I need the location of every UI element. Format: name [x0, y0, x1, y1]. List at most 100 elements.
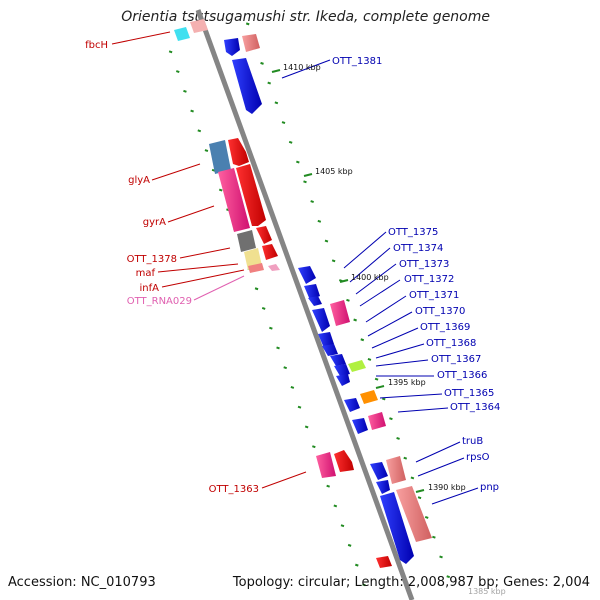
scale-label-1405: 1405 kbp	[315, 167, 353, 176]
gene-rpsO	[376, 480, 390, 494]
track-tick	[274, 101, 279, 105]
gene-OTT_1365	[344, 398, 360, 412]
track-tick	[403, 456, 408, 460]
gene-OTT_1378-grey	[237, 230, 256, 252]
track-tick	[261, 307, 266, 310]
track-tick	[310, 200, 314, 204]
label-OTT_1378: OTT_1378	[127, 254, 177, 265]
track-tick	[374, 377, 379, 381]
gene-top-blue-1	[224, 38, 240, 56]
track-tick	[439, 555, 443, 559]
label-fbcH: fbcH	[85, 40, 108, 51]
scale-label-1410: 1410 kbp	[283, 63, 321, 72]
track-tick	[218, 188, 223, 192]
track-tick	[331, 259, 336, 263]
track-tick	[326, 484, 330, 488]
label-OTT_1371: OTT_1371	[409, 290, 459, 301]
gene-OTT_1363	[334, 450, 354, 472]
label-OTT_1363: OTT_1363	[209, 484, 259, 495]
gene-glyA-blue	[209, 140, 231, 174]
track-tick	[367, 358, 372, 361]
gene-OTT_1373	[308, 296, 322, 306]
label-pnp: pnp	[480, 482, 499, 493]
scale-label-1395: 1395 kbp	[388, 378, 426, 387]
scale-markers: 1410 kbp 1405 kbp 1400 kbp 1395 kbp 1390…	[271, 63, 506, 596]
track-tick	[389, 417, 393, 421]
label-OTT_1369: OTT_1369	[420, 322, 470, 333]
genome-backbone	[195, 9, 415, 600]
gene-OTT_1372	[312, 308, 330, 332]
track-tick	[283, 366, 288, 370]
track-tick	[168, 50, 173, 54]
genome-title: Orientia tsutsugamushi str. Ikeda, compl…	[121, 9, 490, 25]
label-OTT_1374: OTT_1374	[393, 243, 443, 254]
gene-OTT_1378	[256, 226, 272, 244]
track-tick	[354, 563, 359, 567]
track-tick	[324, 239, 329, 243]
track-tick	[190, 109, 194, 113]
gene-OTT_1367-green	[348, 360, 366, 372]
label-infA: infA	[140, 283, 160, 294]
rna-label-line	[193, 275, 245, 301]
accession-label: Accession: NC_010793	[8, 575, 156, 590]
label-OTT_1381: OTT_1381	[332, 56, 382, 67]
scale-label-1400: 1400 kbp	[351, 273, 389, 282]
gene-glyA	[228, 138, 249, 166]
label-OTT_1366: OTT_1366	[437, 370, 487, 381]
track-tick	[204, 149, 209, 152]
track-tick	[290, 385, 295, 389]
track-tick	[353, 318, 357, 322]
label-truB: truB	[462, 436, 483, 447]
gene-gyrA	[236, 164, 266, 226]
track-tick	[362, 583, 366, 587]
gene-truB	[370, 462, 388, 480]
scale-label-1390: 1390 kbp	[428, 483, 466, 492]
track-tick	[183, 89, 187, 93]
label-rpsO: rpsO	[466, 452, 490, 463]
track-tick	[254, 287, 259, 291]
right-label-lines	[281, 59, 479, 505]
label-OTT_1370: OTT_1370	[415, 306, 465, 317]
label-maf: maf	[136, 268, 156, 279]
track-tick	[269, 326, 273, 330]
gene-gyrA-pink	[218, 168, 250, 232]
track-tick	[245, 22, 250, 26]
track-tick	[360, 338, 365, 342]
track-tick	[267, 81, 272, 85]
track-tick	[424, 515, 429, 519]
track-tick	[296, 160, 300, 164]
track-tick	[396, 437, 400, 440]
gene-fbcH-2	[190, 19, 208, 33]
track-tick	[381, 397, 386, 401]
gene-top-salmon	[242, 34, 260, 52]
track-tick	[346, 298, 350, 302]
track-tick	[317, 219, 322, 223]
track-tick	[446, 575, 451, 579]
left-genes	[174, 19, 392, 568]
track-tick	[260, 61, 264, 65]
track-tick	[410, 476, 415, 480]
right-genes	[224, 34, 432, 564]
topology-label: Topology: circular; Length: 2,008,987 bp…	[232, 575, 590, 590]
gene-pnp	[380, 492, 414, 564]
track-tick	[417, 496, 422, 500]
label-OTT_1364: OTT_1364	[450, 402, 500, 413]
gene-OTT_1375	[298, 266, 316, 284]
label-OTT_1373: OTT_1373	[399, 259, 449, 270]
gene-OTT_1372-pink	[330, 300, 350, 326]
label-OTT_RNA029: OTT_RNA029	[127, 296, 192, 307]
track-tick	[340, 524, 345, 528]
track-tick	[297, 405, 302, 409]
track-tick	[197, 129, 202, 133]
scale-label-1385: 1385 kbp	[468, 587, 506, 596]
track-tick	[276, 346, 280, 350]
label-OTT_1372: OTT_1372	[404, 274, 454, 285]
gene-OTT_1370	[322, 344, 338, 356]
track-tick	[175, 70, 180, 74]
label-OTT_1375: OTT_1375	[388, 227, 438, 238]
track-tick	[288, 140, 293, 144]
label-OTT_1367: OTT_1367	[431, 354, 481, 365]
gene-OTT_1369	[330, 354, 346, 366]
gene-OTT_1374	[304, 284, 320, 300]
gene-OTT_1381	[232, 58, 262, 114]
